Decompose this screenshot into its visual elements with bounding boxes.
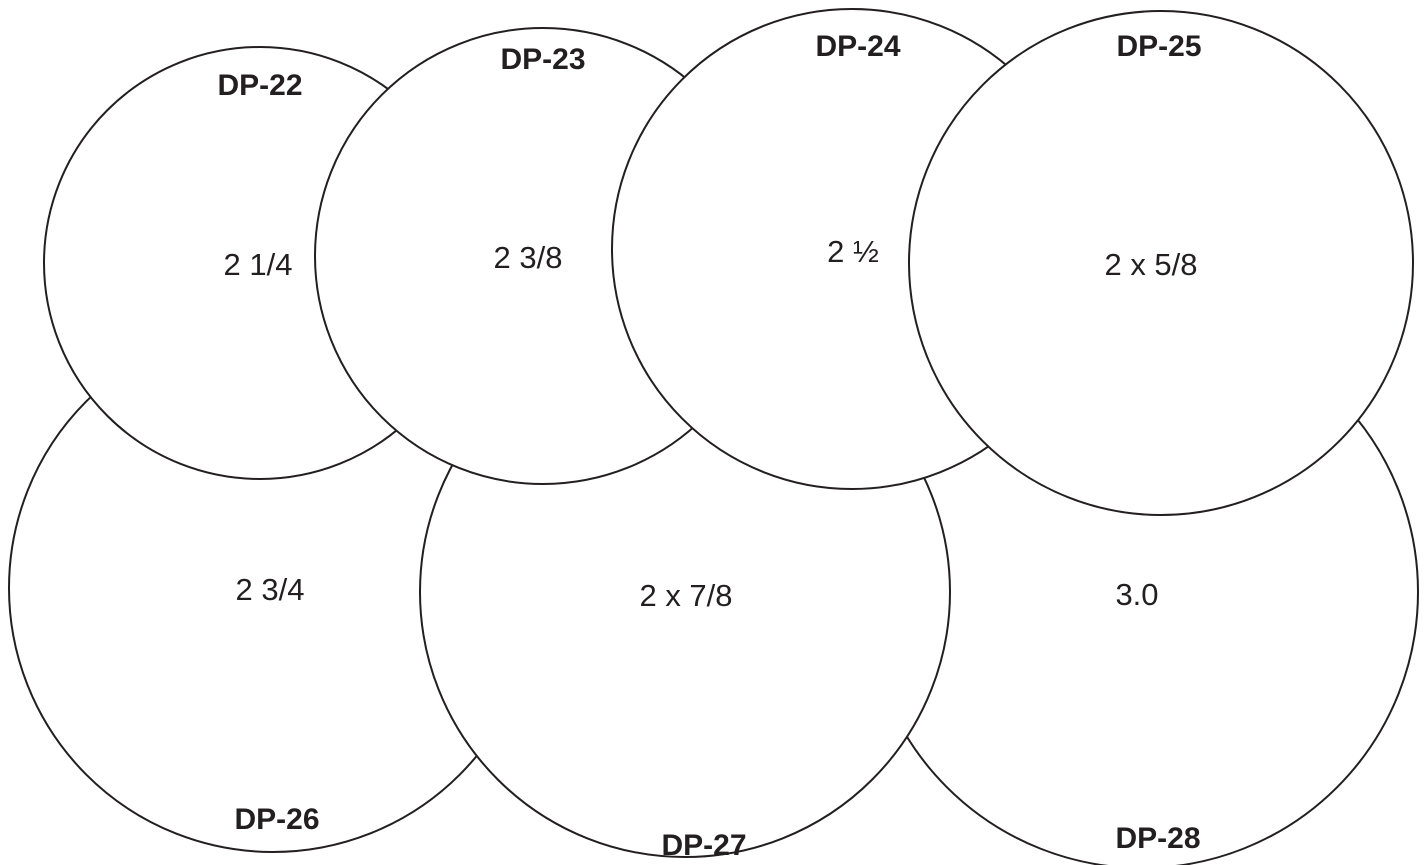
disc-code-label: DP-26 (234, 803, 319, 836)
disc-size-label: 2 1/4 (224, 247, 293, 282)
disc-size-label: 3.0 (1115, 577, 1158, 612)
disc-code-label: DP-24 (815, 30, 900, 63)
disc-size-label: 2 3/4 (236, 572, 305, 607)
disc-size-label: 2 ½ (827, 234, 879, 269)
disc-size-label: 2 x 5/8 (1104, 247, 1197, 282)
disc-dp-25: DP-25 2 x 5/8 (908, 10, 1414, 516)
disc-dp-25-outline (908, 10, 1414, 516)
disc-size-label: 2 x 7/8 (639, 578, 732, 613)
disc-code-label: DP-25 (1116, 30, 1201, 63)
disc-size-label: 2 3/8 (494, 240, 563, 275)
disc-code-label: DP-23 (500, 43, 585, 76)
disc-code-label: DP-22 (217, 69, 302, 102)
disc-code-label: DP-28 (1115, 822, 1200, 855)
disc-code-label: DP-27 (661, 829, 746, 862)
